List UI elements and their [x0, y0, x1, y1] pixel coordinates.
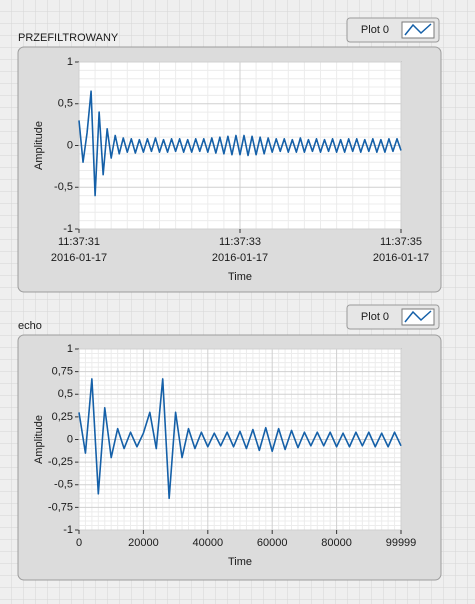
x-tick-label: 20000 — [128, 537, 159, 549]
x-axis-label: Time — [228, 556, 252, 568]
y-tick-label: 0 — [67, 139, 73, 151]
graph-title: echo — [18, 320, 42, 332]
y-tick-label: 0,25 — [52, 411, 73, 423]
waveform — [78, 90, 402, 197]
legend-label: Plot 0 — [361, 311, 389, 323]
y-tick-label: -0,5 — [54, 181, 73, 193]
x-tick-date: 2016-01-17 — [51, 252, 107, 264]
y-tick-label: 0,5 — [58, 388, 73, 400]
x-tick-label: 11:37:35 — [380, 236, 422, 248]
y-tick-label: 1 — [67, 343, 73, 355]
x-tick-label: 11:37:33 — [219, 236, 261, 248]
y-tick-label: -0,5 — [54, 479, 73, 491]
y-tick-label: -1 — [63, 524, 73, 536]
x-tick-label: 11:37:31 — [58, 236, 100, 248]
x-tick-label: 60000 — [257, 537, 288, 549]
y-tick-label: -0,25 — [48, 456, 73, 468]
legend-icon — [404, 310, 432, 323]
y-tick-label: 1 — [67, 56, 73, 68]
y-axis-label: Amplitude — [33, 415, 45, 464]
y-tick-label: 0 — [67, 433, 73, 445]
y-tick-label: 0,75 — [52, 366, 73, 378]
x-tick-label: 0 — [76, 537, 82, 549]
x-axis-label: Time — [228, 271, 252, 283]
waveform — [78, 378, 402, 500]
legend: Plot 0 — [346, 17, 440, 43]
x-tick-date: 2016-01-17 — [373, 252, 429, 264]
y-tick-label: -1 — [63, 223, 73, 235]
x-tick-label: 99999 — [386, 537, 417, 549]
graph-title: PRZEFILTROWANY — [18, 32, 119, 44]
x-tick-label: 40000 — [193, 537, 224, 549]
y-axis-label: Amplitude — [33, 121, 45, 170]
legend-icon — [404, 23, 432, 36]
y-tick-label: 0,5 — [58, 98, 73, 110]
x-tick-date: 2016-01-17 — [212, 252, 268, 264]
legend: Plot 0 — [346, 304, 440, 330]
y-tick-label: -0,75 — [48, 501, 73, 513]
x-tick-label: 80000 — [321, 537, 352, 549]
legend-label: Plot 0 — [361, 24, 389, 36]
